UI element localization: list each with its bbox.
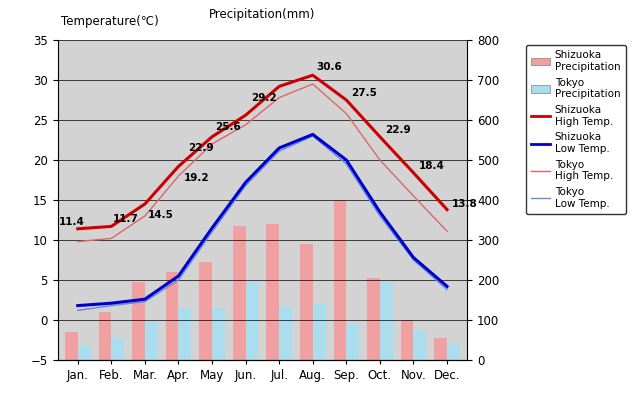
Text: 29.2: 29.2 — [251, 93, 276, 103]
Text: 27.5: 27.5 — [351, 88, 377, 98]
Text: 30.6: 30.6 — [316, 62, 342, 72]
Legend: Shizuoka
Precipitation, Tokyo
Precipitation, Shizuoka
High Temp., Shizuoka
Low T: Shizuoka Precipitation, Tokyo Precipitat… — [525, 45, 626, 214]
Bar — [413, 330, 426, 360]
Bar — [279, 306, 292, 360]
Bar — [199, 262, 212, 360]
Bar — [65, 332, 77, 360]
Bar — [246, 282, 259, 360]
Bar — [367, 278, 380, 360]
Bar — [300, 244, 313, 360]
Text: Precipitation(mm): Precipitation(mm) — [209, 8, 316, 21]
Bar — [380, 282, 393, 360]
Bar — [266, 224, 279, 360]
Text: 19.2: 19.2 — [184, 173, 209, 183]
Text: 11.4: 11.4 — [60, 217, 85, 227]
Bar — [333, 200, 346, 360]
Bar — [233, 226, 246, 360]
Bar — [77, 346, 90, 360]
Bar — [166, 272, 179, 360]
Bar — [99, 312, 111, 360]
Text: Temperature(℃): Temperature(℃) — [61, 15, 159, 28]
Bar — [111, 338, 124, 360]
Text: 14.5: 14.5 — [148, 210, 174, 220]
Text: 22.9: 22.9 — [385, 125, 411, 135]
Bar — [179, 308, 191, 360]
Text: 22.9: 22.9 — [189, 143, 214, 153]
Bar — [346, 324, 359, 360]
Bar — [401, 320, 413, 360]
Text: 13.8: 13.8 — [452, 199, 478, 209]
Bar — [145, 322, 157, 360]
Bar — [313, 304, 326, 360]
Text: 11.7: 11.7 — [113, 214, 139, 224]
Text: 18.4: 18.4 — [419, 161, 444, 171]
Bar — [435, 338, 447, 360]
Bar — [132, 282, 145, 360]
Text: 25.6: 25.6 — [216, 122, 241, 132]
Bar — [447, 344, 460, 360]
Bar — [212, 308, 225, 360]
